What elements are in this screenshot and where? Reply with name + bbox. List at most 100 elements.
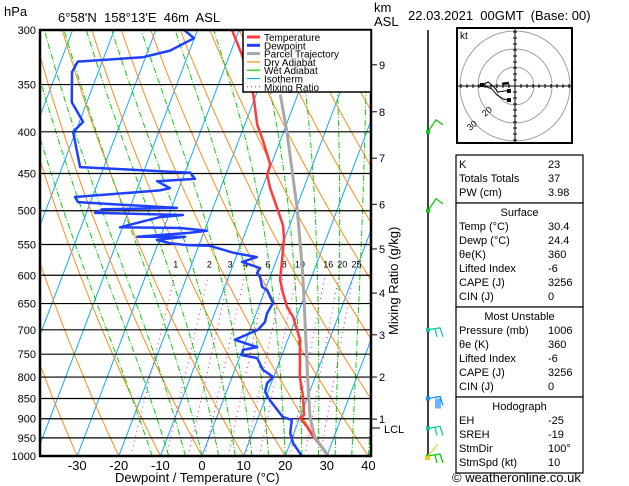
pressure-tick-label: 450 xyxy=(18,168,36,180)
temperature-tick-label: 40 xyxy=(361,458,375,473)
km-tick-label: 4 xyxy=(379,288,385,300)
indices-table-row: Totals Totals 37 xyxy=(459,173,560,185)
legend-label: Mixing Ratio xyxy=(264,83,319,94)
km-tick-label: 2 xyxy=(379,372,385,384)
row-value: -6 xyxy=(548,263,558,275)
pressure-tick-label: 400 xyxy=(18,127,36,139)
temperature-tick-label: -10 xyxy=(151,458,170,473)
row-label: CAPE (J) xyxy=(459,277,505,289)
indices-table-row: K 23 xyxy=(459,159,560,171)
wet-adiabat-line xyxy=(351,30,367,456)
row-value: 3256 xyxy=(548,277,572,289)
isotherm-line xyxy=(40,30,198,446)
barb-base xyxy=(426,327,430,332)
barb-staff xyxy=(427,118,444,133)
legend-label: Dewpoint xyxy=(264,41,306,52)
barb-feather xyxy=(434,427,438,436)
barb-staff xyxy=(427,425,444,436)
lcl-label: LCL xyxy=(384,424,404,436)
legend-label: Parcel Trajectory xyxy=(264,50,339,61)
pressure-tick-label: 700 xyxy=(18,325,36,337)
most-unstable-table-row: CIN (J) 0 xyxy=(459,381,554,393)
hodograph-ring-label: 30 xyxy=(465,118,479,132)
pressure-tick-label: 650 xyxy=(18,299,36,311)
mixing-ratio-line xyxy=(245,275,284,456)
legend-label: Temperature xyxy=(264,33,321,44)
mixing-ratio-label: 8 xyxy=(282,259,287,269)
surface-table-box xyxy=(455,202,584,308)
wet-adiabat-line xyxy=(174,30,270,456)
km-unit-label: km xyxy=(374,0,391,15)
row-value: 10 xyxy=(548,457,560,469)
temperature-tick-label: 30 xyxy=(320,458,334,473)
row-value: 360 xyxy=(548,249,566,261)
wet-adiabat-line xyxy=(40,77,170,456)
dry-adiabat-line xyxy=(623,30,629,456)
mixing-ratio-line xyxy=(165,275,209,456)
most-unstable-table-box xyxy=(455,306,584,398)
isotherm-line xyxy=(76,30,240,456)
sounding-series xyxy=(70,30,330,456)
pressure-tick-label: 850 xyxy=(18,393,36,405)
surface-table-row: Lifted Index -6 xyxy=(459,263,558,275)
mixing-ratio-label: 6 xyxy=(265,259,270,269)
km-tick-label: 7 xyxy=(379,153,385,165)
storm-motion-arrow xyxy=(501,81,510,86)
asl-unit-label: ASL xyxy=(374,14,399,29)
mixing-ratio-label: 2 xyxy=(207,259,212,269)
x-axis-label: Dewpoint / Temperature (°C) xyxy=(115,470,280,485)
wind-barb xyxy=(426,395,444,409)
surface-table-row: CAPE (J) 3256 xyxy=(459,277,572,289)
isotherm-line xyxy=(40,30,157,337)
dry-adiabat-line xyxy=(593,30,629,456)
surface-table-row: θe(K) 360 xyxy=(459,249,566,261)
mixing-ratio-label: 16 xyxy=(323,259,333,269)
row-label: CAPE (J) xyxy=(459,367,505,379)
row-label: Lifted Index xyxy=(459,263,516,275)
temperature-tick-label: 20 xyxy=(278,458,292,473)
pressure-tick-label: 800 xyxy=(18,372,36,384)
legend-label: Isotherm xyxy=(264,75,303,86)
row-value: 3.98 xyxy=(548,187,569,199)
isotherm-line xyxy=(40,30,115,227)
wet-adiabat-line xyxy=(213,30,286,456)
mixing-ratio-label: 25 xyxy=(351,259,361,269)
hodograph-table-box xyxy=(455,396,584,474)
barb-base xyxy=(426,129,430,134)
hodograph-table-title: Hodograph xyxy=(492,401,546,413)
row-value: 1006 xyxy=(548,325,572,337)
row-value: 360 xyxy=(548,339,566,351)
dry-adiabat-line xyxy=(268,30,371,224)
dry-adiabat-line xyxy=(40,363,78,456)
dry-adiabat-line xyxy=(150,30,369,456)
barb-base xyxy=(426,208,430,213)
km-tick-label: 9 xyxy=(379,60,385,72)
pressure-unit-label: hPa xyxy=(4,4,28,19)
row-value: -6 xyxy=(548,353,558,365)
hodograph-point xyxy=(479,83,484,88)
most-unstable-table-row: Pressure (mb) 1006 xyxy=(459,325,572,337)
pressure-tick-label: 550 xyxy=(18,239,36,251)
km-tick-label: 3 xyxy=(379,330,385,342)
temperature-line xyxy=(230,30,330,456)
wind-barbs xyxy=(425,30,444,464)
hodograph-table-row: EH -25 xyxy=(459,415,564,427)
most-unstable-table-title: Most Unstable xyxy=(484,311,554,323)
isotherm-line xyxy=(243,119,371,456)
row-label: PW (cm) xyxy=(459,187,502,199)
row-label: StmSpd (kt) xyxy=(459,457,517,469)
row-label: StmDir xyxy=(459,443,493,455)
legend-label: Dry Adiabat xyxy=(264,58,316,69)
mixing-ratio-line xyxy=(259,275,298,456)
km-tick-label: 6 xyxy=(379,199,385,211)
indices-table-row: PW (cm) 3.98 xyxy=(459,187,569,199)
mixing-ratio-line xyxy=(204,275,246,456)
row-value: -19 xyxy=(548,429,564,441)
datetime-title: 22.03.2021 00GMT (Base: 00) xyxy=(408,8,591,23)
surface-table-row: Temp (°C) 30.4 xyxy=(459,221,569,233)
surface-table-row: Dewp (°C) 24.4 xyxy=(459,235,569,247)
dewpoint-line xyxy=(70,30,303,456)
mixing-ratio-line xyxy=(227,275,268,456)
km-tick-label: 8 xyxy=(379,107,385,119)
